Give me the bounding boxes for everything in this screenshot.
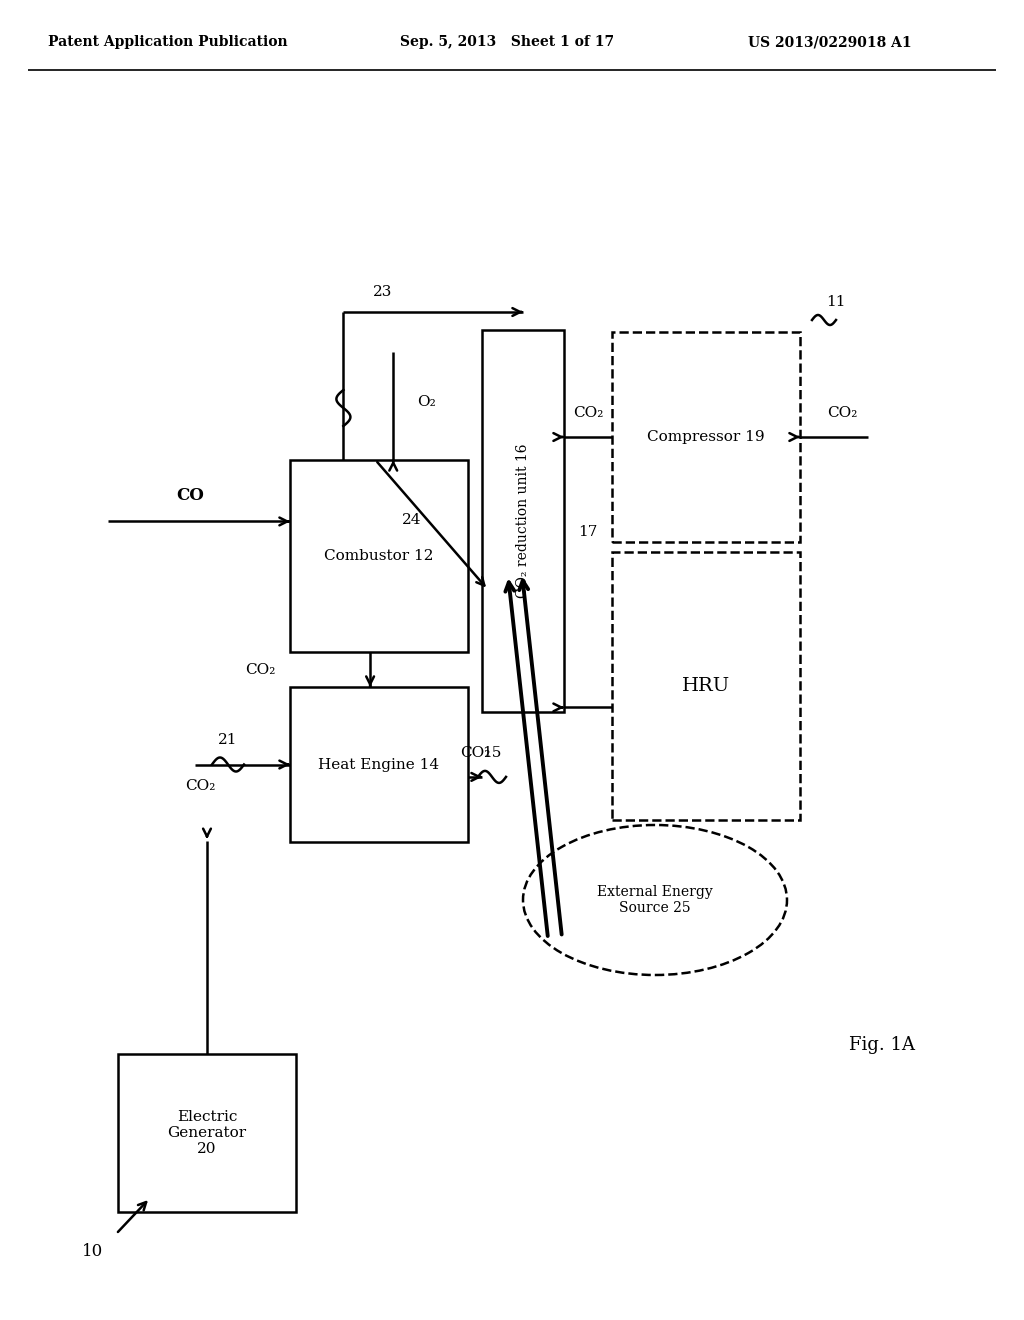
Bar [612,552,800,820]
Text: CO₂: CO₂ [184,780,215,793]
Text: 23: 23 [374,285,393,300]
Text: CO₂: CO₂ [460,746,490,760]
Text: 15: 15 [482,746,502,760]
Text: O₂: O₂ [417,395,436,409]
Bar [290,686,468,842]
Text: External Energy
Source 25: External Energy Source 25 [597,884,713,915]
Text: CO₂: CO₂ [245,663,275,676]
Text: 24: 24 [402,513,422,527]
Text: 10: 10 [82,1243,103,1261]
Text: Sep. 5, 2013   Sheet 1 of 17: Sep. 5, 2013 Sheet 1 of 17 [400,36,614,49]
Bar [612,333,800,543]
Text: Combustor 12: Combustor 12 [325,549,434,564]
Text: 11: 11 [826,294,846,309]
Bar [482,330,564,711]
Text: CO₂: CO₂ [826,407,857,420]
Ellipse shape [523,825,787,975]
Text: CO: CO [176,487,204,504]
Text: Compressor 19: Compressor 19 [647,430,765,444]
Bar [118,1053,296,1212]
Text: Fig. 1A: Fig. 1A [849,1036,915,1053]
Text: 21: 21 [218,734,238,747]
Text: US 2013/0229018 A1: US 2013/0229018 A1 [748,36,911,49]
Text: 17: 17 [579,525,598,539]
Text: Patent Application Publication: Patent Application Publication [48,36,288,49]
Text: CO₂: CO₂ [572,407,603,420]
Text: CO₂ reduction unit 16: CO₂ reduction unit 16 [516,444,530,598]
Bar [290,459,468,652]
Text: Electric
Generator
20: Electric Generator 20 [168,1110,247,1156]
Text: HRU: HRU [682,677,730,696]
Text: Heat Engine 14: Heat Engine 14 [318,758,439,771]
